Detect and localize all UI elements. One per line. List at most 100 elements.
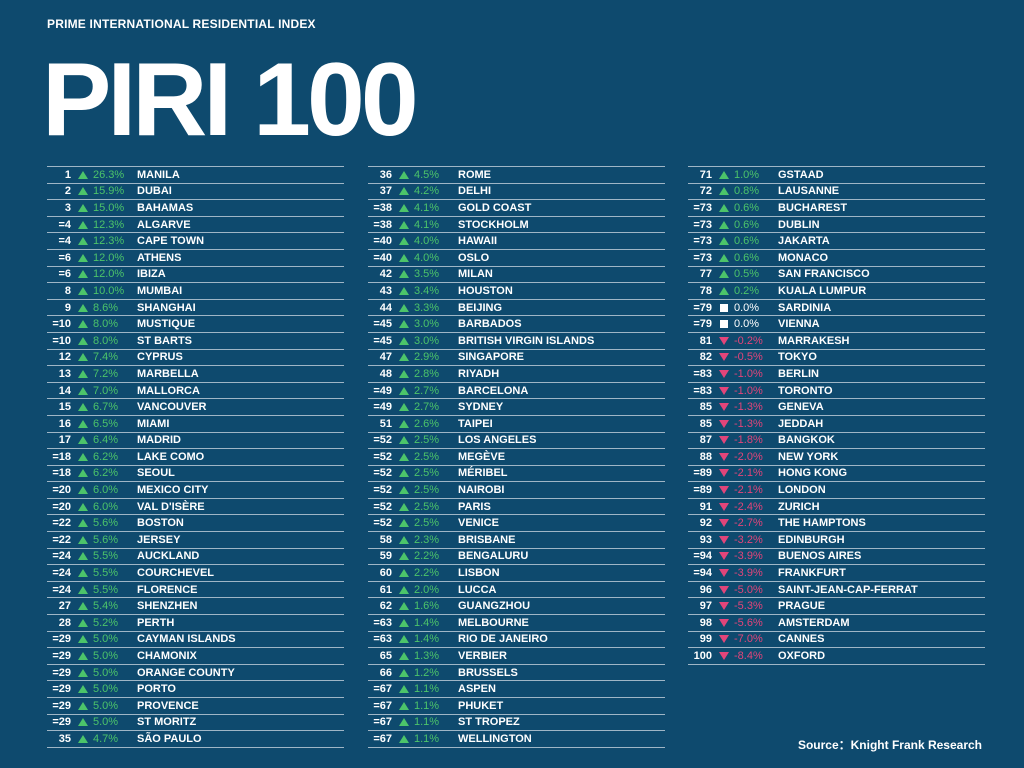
up-triangle-icon [396,402,412,412]
ranking-row: 16 6.5% MIAMI [47,416,344,433]
rank-number: 97 [699,600,712,613]
up-triangle-icon [75,734,91,744]
up-triangle-icon [75,502,91,512]
city-name: BARBADOS [458,318,522,331]
ranking-row: =29 5.0% CHAMONIX [47,648,344,665]
city-name: DUBLIN [778,218,820,231]
city-name: COURCHEVEL [137,567,215,580]
down-triangle-icon [716,435,732,445]
change-percent: 1.1% [414,699,440,712]
city-name: VAL D'ISÈRE [137,500,205,513]
city-name: WELLINGTON [458,732,532,745]
ranking-row: 60 2.2% LISBON [368,565,665,582]
change-percent: 5.0% [93,716,119,729]
rank-number: =67 [373,683,392,696]
ranking-row: 99 -7.0% CANNES [688,632,985,649]
change-percent: 7.2% [93,367,119,380]
rank-number: 15 [58,401,71,414]
rank-number: 59 [379,550,392,563]
rank-number: =73 [693,201,712,214]
ranking-row: =73 0.6% MONACO [688,250,985,267]
city-name: SARDINIA [778,301,832,314]
change-percent: 6.0% [93,500,119,513]
up-triangle-icon [75,269,91,279]
change-percent: 5.2% [93,616,119,629]
city-name: ST MORITZ [137,716,197,729]
rank-number: =29 [52,666,71,679]
ranking-row: =45 3.0% BRITISH VIRGIN ISLANDS [368,333,665,350]
ranking-column-1: 1 26.3% MANILA 2 15.9% DUBAI 3 15.0% BAHAMAS =4 12… [47,166,344,748]
change-percent: 1.1% [414,683,440,696]
down-triangle-icon [716,568,732,578]
rank-number: =94 [693,567,712,580]
rank-number: 87 [699,434,712,447]
change-percent: 6.0% [93,484,119,497]
city-name: MONACO [778,251,829,264]
rank-number: =24 [52,550,71,563]
up-triangle-icon [75,518,91,528]
rank-number: =79 [693,301,712,314]
rank-number: =63 [373,633,392,646]
rank-number: 44 [379,301,392,314]
rank-number: 72 [699,185,712,198]
up-triangle-icon [75,568,91,578]
change-percent: -7.0% [734,633,763,646]
up-triangle-icon [716,170,732,180]
ranking-row: =89 -2.1% LONDON [688,482,985,499]
rank-number: =40 [373,251,392,264]
city-name: AMSTERDAM [778,616,850,629]
rank-number: =67 [373,716,392,729]
change-percent: 3.3% [414,301,440,314]
city-name: LAKE COMO [137,450,205,463]
change-percent: 0.6% [734,235,760,248]
city-name: SINGAPORE [458,351,525,364]
up-triangle-icon [396,452,412,462]
rank-number: 96 [699,583,712,596]
city-name: OXFORD [778,650,826,663]
change-percent: 5.0% [93,683,119,696]
change-percent: 8.6% [93,301,119,314]
up-triangle-icon [396,585,412,595]
up-triangle-icon [396,170,412,180]
city-name: HAWAII [458,235,498,248]
ranking-row: =18 6.2% SEOUL [47,466,344,483]
rank-number: =52 [373,484,392,497]
up-triangle-icon [396,319,412,329]
change-percent: 3.5% [414,268,440,281]
rank-number: =18 [52,467,71,480]
city-name: ZURICH [778,500,820,513]
ranking-row: =29 5.0% ORANGE COUNTY [47,665,344,682]
city-name: ST BARTS [137,334,192,347]
up-triangle-icon [75,651,91,661]
up-triangle-icon [396,253,412,263]
up-triangle-icon [396,634,412,644]
up-triangle-icon [716,203,732,213]
ranking-row: =10 8.0% MUSTIQUE [47,316,344,333]
change-percent: 6.5% [93,417,119,430]
up-triangle-icon [75,386,91,396]
change-percent: 12.0% [93,251,125,264]
change-percent: 1.6% [414,600,440,613]
city-name: KUALA LUMPUR [778,284,867,297]
ranking-row: =18 6.2% LAKE COMO [47,449,344,466]
change-percent: 15.9% [93,185,125,198]
ranking-row: 85 -1.3% GENEVA [688,399,985,416]
change-percent: 10.0% [93,284,125,297]
up-triangle-icon [396,668,412,678]
up-triangle-icon [75,601,91,611]
down-triangle-icon [716,402,732,412]
up-triangle-icon [716,269,732,279]
rank-number: 71 [699,168,712,181]
up-triangle-icon [75,369,91,379]
ranking-row: 42 3.5% MILAN [368,267,665,284]
rank-number: 99 [699,633,712,646]
down-triangle-icon [716,585,732,595]
rank-number: =94 [693,550,712,563]
ranking-row: 98 -5.6% AMSTERDAM [688,615,985,632]
city-name: SYDNEY [458,401,504,414]
change-percent: -5.0% [734,583,763,596]
change-percent: 2.5% [414,434,440,447]
ranking-row: =52 2.5% MÉRIBEL [368,466,665,483]
ranking-row: 92 -2.7% THE HAMPTONS [688,515,985,533]
city-name: LAUSANNE [778,185,840,198]
